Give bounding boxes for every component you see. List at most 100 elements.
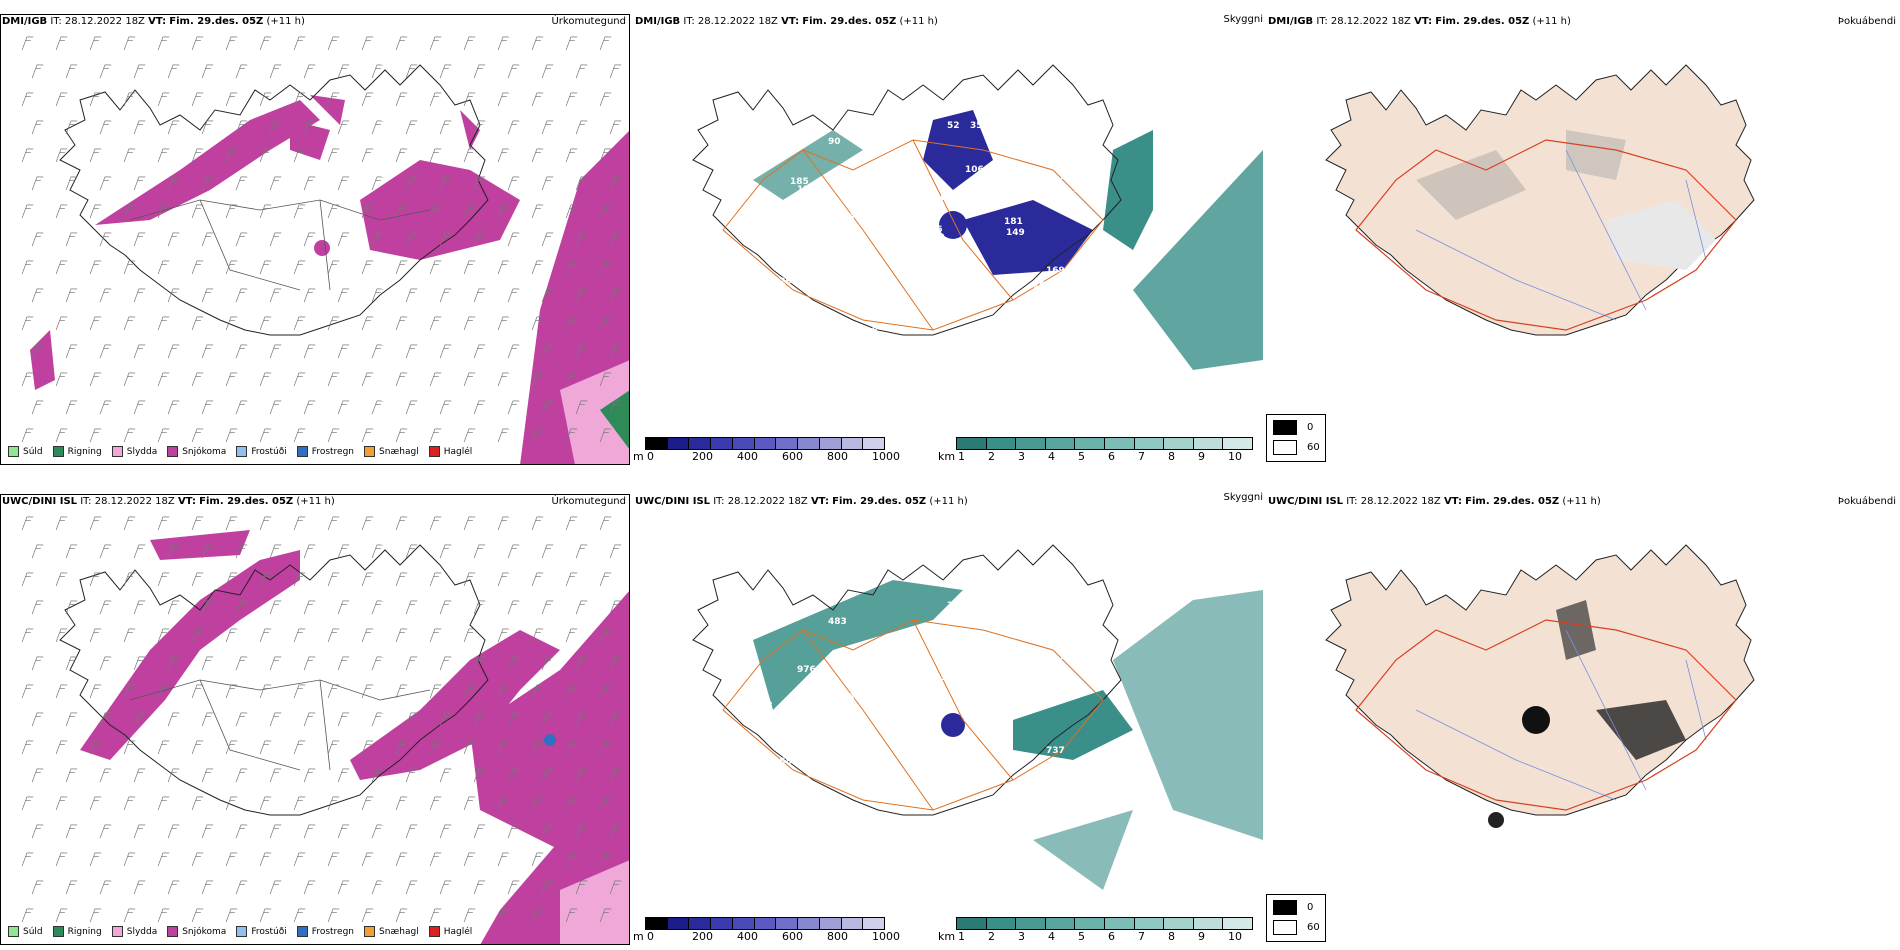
- legend-item: Frostregn: [296, 926, 354, 937]
- wind-barb-icon: [293, 204, 306, 219]
- ceiling-value-label: 135: [857, 566, 876, 576]
- wind-barb-icon: [337, 768, 350, 783]
- wind-barb-icon: [65, 824, 78, 839]
- wind-barb-icon: [575, 344, 588, 359]
- init-time: 28.12.2022 18Z: [697, 16, 778, 27]
- wind-barb-icon: [99, 344, 112, 359]
- roads: [722, 619, 1104, 811]
- wind-barb-icon: [65, 344, 78, 359]
- wind-barb-icon: [269, 824, 282, 839]
- wind-barb-icon: [565, 316, 578, 331]
- ceiling-value-label: 107: [650, 181, 669, 191]
- wind-barb-icon: [327, 372, 340, 387]
- wind-barb-icon: [269, 880, 282, 895]
- wind-barb-icon: [201, 64, 214, 79]
- wind-barb-icon: [99, 176, 112, 191]
- wind-barb-icon: [497, 92, 510, 107]
- wind-barb-icon: [21, 852, 34, 867]
- wind-barb-icon: [327, 516, 340, 531]
- fog-legend-label: 60: [1307, 922, 1320, 933]
- wind-barb-icon: [191, 316, 204, 331]
- visibility-tick: 7: [1138, 930, 1145, 943]
- wind-barb-icon: [541, 880, 554, 895]
- fog-indicator-panel: DMI/IGB IT: 28.12.2022 18Z VT: Fim. 29.d…: [1266, 0, 1900, 465]
- legend-swatch: [111, 926, 123, 937]
- legend-swatch: [52, 926, 64, 937]
- wind-barb-icon: [599, 260, 612, 275]
- wind-barb-icon: [565, 628, 578, 643]
- wind-barb-icon: [293, 516, 306, 531]
- wind-barb-icon: [575, 768, 588, 783]
- wind-barb-icon: [531, 572, 544, 587]
- wind-barb-icon: [65, 712, 78, 727]
- wind-barb-icon: [191, 148, 204, 163]
- wind-barb-icon: [225, 204, 238, 219]
- wind-barb-icon: [575, 656, 588, 671]
- wind-barb-icon: [225, 852, 238, 867]
- ceiling-value-label: 521: [855, 729, 874, 739]
- wind-barb-icon: [99, 400, 112, 415]
- wind-barb-icon: [361, 628, 374, 643]
- wind-barb-icon: [55, 684, 68, 699]
- visibility-tick: 4: [1048, 450, 1055, 463]
- visibility-tick: 4: [1048, 930, 1055, 943]
- wind-barb-icon: [371, 712, 384, 727]
- legend-item: Súld: [8, 926, 43, 937]
- wind-barb-icon: [55, 908, 68, 923]
- roads: [129, 199, 431, 291]
- wind-barb-icon: [463, 36, 476, 51]
- legend-label: Haglél: [443, 926, 473, 937]
- wind-barb-icon: [497, 36, 510, 51]
- wind-barb-icon: [429, 148, 442, 163]
- wind-barb-icon: [31, 176, 44, 191]
- legend-item: Snæhagl: [364, 446, 419, 457]
- ceiling-tick: 200: [692, 450, 713, 463]
- wind-barb-icon: [157, 628, 170, 643]
- wind-barb-icon: [473, 64, 486, 79]
- visibility-colorbar: [956, 917, 1253, 930]
- wind-barb-icon: [191, 628, 204, 643]
- wind-barb-icon: [507, 400, 520, 415]
- wind-barb-icon: [191, 572, 204, 587]
- wind-barb-icon: [575, 400, 588, 415]
- wind-barb-icon: [201, 400, 214, 415]
- wind-barb-icon: [21, 796, 34, 811]
- ceiling-value-label: 96: [1049, 105, 1062, 115]
- wind-barb-icon: [293, 796, 306, 811]
- wind-barb-icon: [133, 232, 146, 247]
- wind-barb-icon: [235, 344, 248, 359]
- wind-barb-icon: [337, 600, 350, 615]
- wind-barb-icon: [327, 740, 340, 755]
- wind-barb-icon: [395, 204, 408, 219]
- wind-barb-icon: [133, 344, 146, 359]
- wind-barb-icon: [429, 372, 442, 387]
- wind-barb-icon: [531, 428, 544, 443]
- wind-barb-icon: [123, 516, 136, 531]
- visibility-tick: 9: [1198, 930, 1205, 943]
- legend-item: Snjókoma: [167, 446, 226, 457]
- it-label: IT:: [713, 496, 725, 507]
- wind-barb-icon: [599, 204, 612, 219]
- wind-barb-icon: [31, 288, 44, 303]
- ceiling-value-label: 12: [797, 185, 810, 195]
- wind-barb-icon: [575, 64, 588, 79]
- wind-barb-icon: [327, 628, 340, 643]
- wind-barb-icon: [361, 36, 374, 51]
- valid-time: Fim. 29.des. 05Z: [1465, 496, 1560, 507]
- wind-barb-icon: [361, 204, 374, 219]
- wind-barb-icon: [609, 880, 622, 895]
- wind-barb-icon: [439, 288, 452, 303]
- wind-barb-icon: [191, 204, 204, 219]
- wind-barb-icon: [191, 908, 204, 923]
- wind-barb-icon: [327, 852, 340, 867]
- wind-barb-icon: [157, 316, 170, 331]
- ceiling-tick: 1000: [872, 450, 900, 463]
- wind-barb-icon: [235, 824, 248, 839]
- wind-barb-icon: [361, 516, 374, 531]
- wind-barb-icon: [133, 64, 146, 79]
- wind-barb-icon: [371, 120, 384, 135]
- wind-barb-icon: [405, 656, 418, 671]
- wind-barb-icon: [99, 656, 112, 671]
- wind-barb-icon: [123, 204, 136, 219]
- iceland-coastline: [59, 64, 489, 336]
